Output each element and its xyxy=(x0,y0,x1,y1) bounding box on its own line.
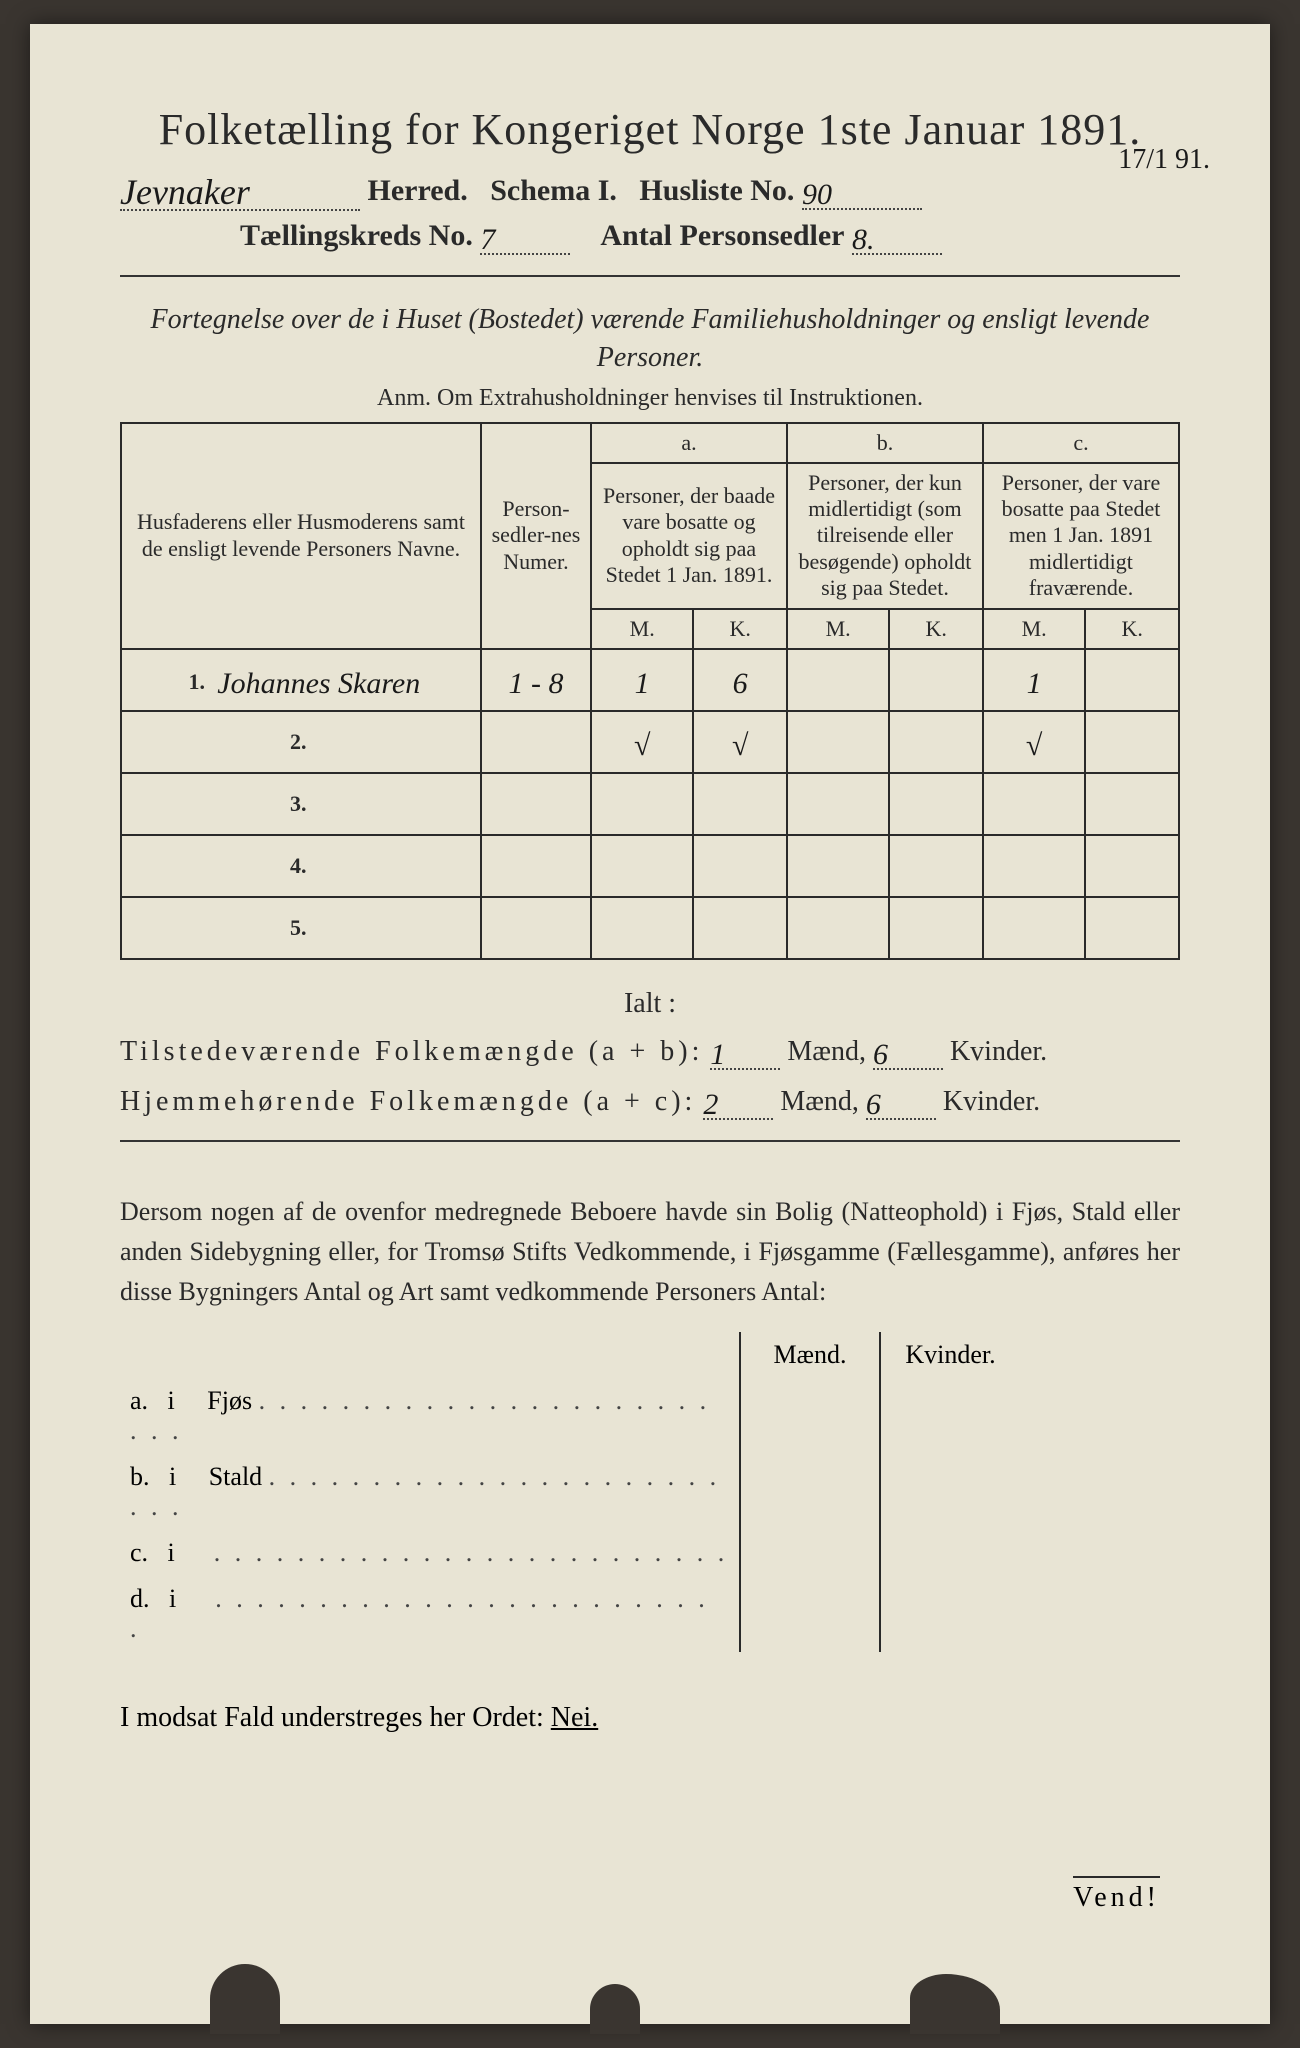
antal-value: 8. xyxy=(852,223,875,257)
header-line-2: Tællingskreds No. 7 Antal Personsedler 8… xyxy=(120,219,1180,255)
page-damage xyxy=(210,1964,280,2034)
outbuildings-table: Mænd. Kvinder. a. i Fjøs . . . . . . . .… xyxy=(120,1332,1020,1652)
outb-head-m: Mænd. xyxy=(740,1332,880,1378)
outbuildings-intro: Dersom nogen af de ovenfor medregnede Be… xyxy=(120,1192,1180,1313)
census-table: Husfaderens eller Husmoderens samt de en… xyxy=(120,422,1180,960)
b-m: M. xyxy=(787,609,889,649)
divider-2 xyxy=(120,1140,1180,1142)
nei-word: Nei. xyxy=(551,1702,598,1733)
tilstede-k: 6 xyxy=(873,1038,888,1072)
table-row: 4. xyxy=(121,835,1179,897)
col-sedler-header: Person-sedler-nes Numer. xyxy=(481,423,591,649)
kreds-value: 7 xyxy=(480,223,495,257)
c-k: K. xyxy=(1085,609,1179,649)
fortegnelse-subhead: Fortegnelse over de i Huset (Bostedet) v… xyxy=(120,301,1180,377)
ialt-label: Ialt : xyxy=(120,988,1180,1020)
outbuilding-row: b. i Stald . . . . . . . . . . . . . . .… xyxy=(120,1454,1020,1530)
nei-pre: I modsat Fald understreges her Ordet: xyxy=(120,1702,551,1733)
c-m: M. xyxy=(983,609,1085,649)
herred-label: Herred. xyxy=(368,174,468,207)
total-line-1: Tilstedeværende Folkemængde (a + b): 1 M… xyxy=(120,1034,1180,1070)
table-row: 5. xyxy=(121,897,1179,959)
table-row: 1. Johannes Skaren1 - 8161 xyxy=(121,649,1179,711)
group-a-desc: Personer, der baade vare bosatte og opho… xyxy=(591,463,787,609)
group-a-head: a. xyxy=(591,423,787,463)
page-title: Folketælling for Kongeriget Norge 1ste J… xyxy=(120,104,1180,155)
hjemme-k: 6 xyxy=(866,1088,881,1122)
outbuilding-row: d. i . . . . . . . . . . . . . . . . . .… xyxy=(120,1576,1020,1652)
tilstede-m: 1 xyxy=(710,1038,725,1072)
page-damage xyxy=(910,1974,1000,2034)
table-row: 2. √√√ xyxy=(121,711,1179,773)
outbuilding-row: a. i Fjøs . . . . . . . . . . . . . . . … xyxy=(120,1378,1020,1454)
page-damage xyxy=(590,1984,640,2034)
group-c-head: c. xyxy=(983,423,1179,463)
group-b-desc: Personer, der kun midlertidigt (som tilr… xyxy=(787,463,983,609)
group-c-desc: Personer, der vare bosatte paa Stedet me… xyxy=(983,463,1179,609)
vend-label: Vend! xyxy=(1073,1876,1160,1914)
nei-line: I modsat Fald understreges her Ordet: Ne… xyxy=(120,1702,1180,1734)
census-form-page: Folketælling for Kongeriget Norge 1ste J… xyxy=(30,24,1270,2024)
outb-head-k: Kvinder. xyxy=(880,1332,1020,1378)
outbuilding-row: c. i . . . . . . . . . . . . . . . . . .… xyxy=(120,1530,1020,1576)
a-m: M. xyxy=(591,609,693,649)
husliste-label: Husliste No. xyxy=(639,174,794,207)
total-line-2: Hjemmehørende Folkemængde (a + c): 2 Mæn… xyxy=(120,1084,1180,1120)
hjemme-label: Hjemmehørende Folkemængde (a + c): xyxy=(120,1086,696,1117)
kvinder-label: Kvinder. xyxy=(950,1036,1047,1067)
b-k: K. xyxy=(889,609,983,649)
table-row: 3. xyxy=(121,773,1179,835)
group-b-head: b. xyxy=(787,423,983,463)
antal-label: Antal Personsedler xyxy=(600,219,844,252)
schema-label: Schema I. xyxy=(490,174,617,207)
maend-label: Mænd, xyxy=(787,1036,866,1067)
header-line-1: Jevnaker Herred. Schema I. Husliste No. … xyxy=(120,167,1180,211)
kreds-label: Tællingskreds No. xyxy=(240,219,473,252)
husliste-value: 90 xyxy=(802,178,832,212)
a-k: K. xyxy=(693,609,787,649)
tilstede-label: Tilstedeværende Folkemængde (a + b): xyxy=(120,1036,703,1067)
anm-note: Anm. Om Extrahusholdninger henvises til … xyxy=(120,385,1180,412)
margin-date-note: 17/1 91. xyxy=(1118,144,1210,176)
divider xyxy=(120,275,1180,277)
herred-value: Jevnaker xyxy=(120,171,250,213)
maend-label-2: Mænd, xyxy=(780,1086,859,1117)
col-names-header: Husfaderens eller Husmoderens samt de en… xyxy=(121,423,481,649)
hjemme-m: 2 xyxy=(703,1088,718,1122)
kvinder-label-2: Kvinder. xyxy=(943,1086,1040,1117)
